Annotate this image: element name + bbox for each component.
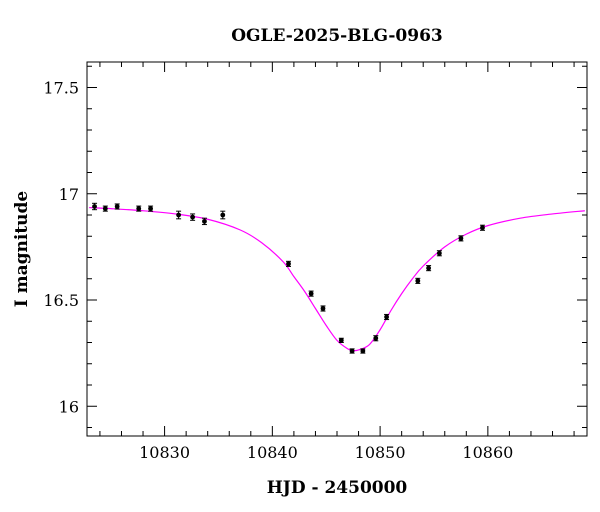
data-point (220, 210, 226, 220)
point-marker (480, 225, 485, 231)
data-point (479, 224, 485, 231)
data-point (360, 348, 366, 354)
point-marker (415, 278, 421, 284)
point-marker (320, 306, 326, 311)
point-marker (136, 206, 142, 212)
point-marker (148, 206, 153, 212)
data-point (320, 305, 326, 312)
x-tick-labels: 10830 10840 10850 10860 (139, 443, 513, 462)
model-curve (89, 206, 585, 352)
data-point (92, 202, 98, 211)
data-point (201, 217, 207, 226)
data-point (308, 290, 314, 297)
data-point (458, 235, 464, 242)
point-marker (338, 337, 344, 343)
x-axis-label: HJD - 2450000 (267, 478, 408, 498)
point-marker (426, 265, 431, 271)
point-marker (436, 250, 442, 256)
point-marker (349, 348, 355, 354)
data-point (114, 203, 120, 210)
chart-title: OGLE-2025-BLG-0963 (231, 26, 443, 46)
data-point (286, 260, 292, 267)
x-tick-label: 10850 (355, 443, 406, 462)
y-axis-label: I magnitude (12, 191, 32, 308)
data-point (190, 213, 196, 221)
point-marker (286, 261, 291, 267)
x-tick-label: 10860 (462, 443, 513, 462)
point-marker (384, 314, 389, 320)
data-point (349, 348, 355, 354)
y-tick-label: 17 (59, 185, 79, 204)
point-marker (102, 206, 108, 212)
model-curve-layer (89, 206, 585, 352)
x-tick-label: 10840 (247, 443, 298, 462)
point-marker (373, 335, 379, 341)
point-marker (190, 214, 196, 220)
data-point (384, 313, 390, 321)
x-tick-label: 10830 (139, 443, 190, 462)
y-tick-label: 16 (59, 397, 79, 416)
data-point (102, 205, 108, 212)
data-point (338, 337, 344, 343)
point-marker (308, 291, 314, 297)
point-marker (202, 218, 207, 224)
y-tick-label: 17.5 (43, 79, 79, 98)
axis-ticks (87, 62, 587, 436)
point-marker (92, 204, 97, 209)
data-point (436, 250, 442, 257)
point-marker (458, 235, 464, 241)
y-tick-labels: 16 16.5 17 17.5 (43, 79, 79, 417)
y-tick-label: 16.5 (43, 291, 79, 310)
plot-frame (86, 61, 588, 437)
data-point (148, 205, 154, 212)
data-point (426, 265, 432, 272)
point-marker (114, 204, 120, 209)
data-point (415, 277, 421, 284)
data-points-layer (92, 202, 485, 354)
data-point (176, 210, 182, 220)
point-marker (360, 348, 366, 354)
data-point (136, 205, 142, 212)
point-marker (176, 212, 181, 218)
point-marker (220, 212, 226, 218)
data-point (373, 335, 379, 342)
